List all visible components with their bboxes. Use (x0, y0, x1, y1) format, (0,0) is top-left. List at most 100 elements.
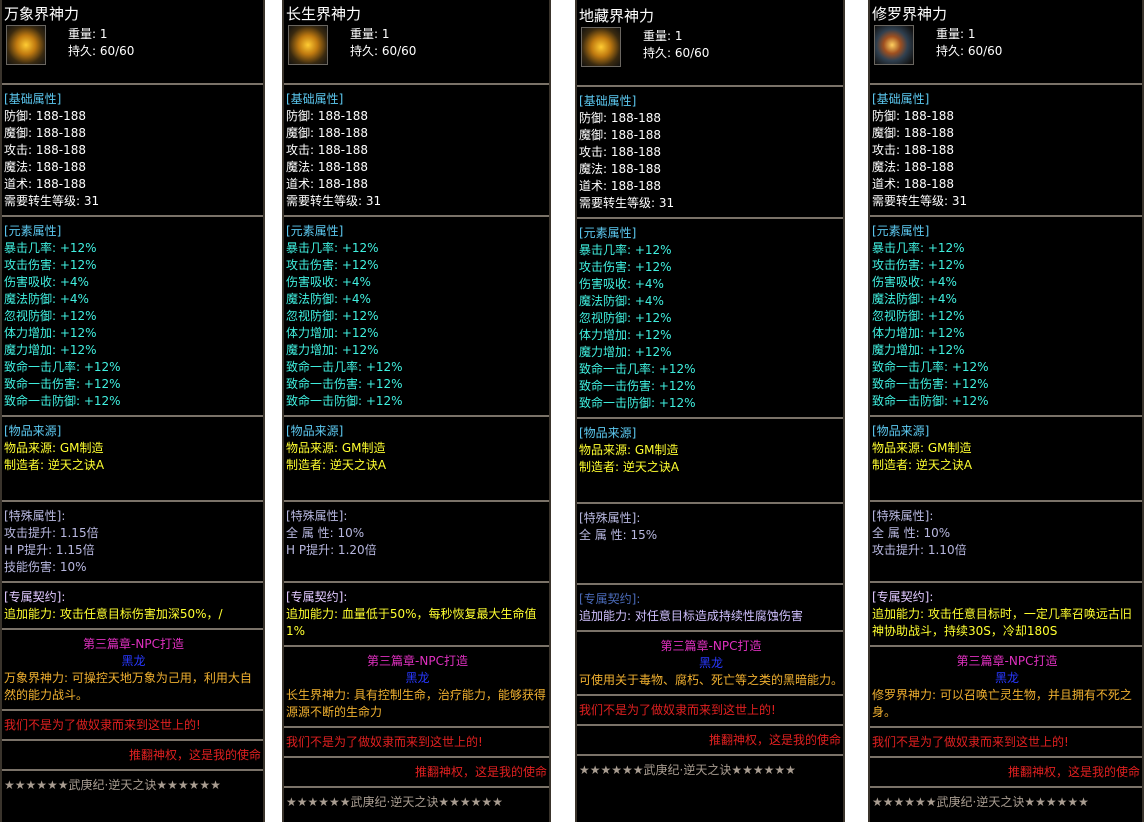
item-meta: 重量: 1 持久: 60/60 (936, 23, 1002, 83)
element-attributes-line: 暴击几率: +12% (579, 243, 672, 257)
golden-figure-icon[interactable] (581, 27, 621, 67)
contract-text: 追加能力: 攻击任意目标时，一定几率召唤远古旧神协助战斗，持续30S，冷却180… (872, 607, 1132, 638)
element-attributes-line: 致命一击伤害: +12% (579, 379, 696, 393)
motto-line-2: 推翻神权，这是我的使命 (1007, 765, 1140, 779)
item-source-line: 物品来源: GM制造 (286, 441, 386, 455)
durability-value: 60/60 (381, 44, 417, 58)
special-attributes-line: 技能伤害: 10% (4, 560, 87, 574)
basic-attributes-line: 需要转生等级: 31 (579, 196, 675, 210)
footer-section: ★★★★★★武庚纪·逆天之诀★★★★★★ (870, 786, 1142, 816)
motto-section-2: 推翻神权，这是我的使命 (577, 724, 843, 754)
basic-attributes-line: 攻击: 188-188 (579, 145, 661, 159)
weight-row: 重量: 1 (936, 26, 1002, 43)
exclusive-contract: [专属契约]: 追加能力: 对任意目标造成持续性腐蚀伤害 (577, 583, 843, 630)
special-attributes-header: [特殊属性]: (872, 509, 934, 523)
basic-attributes-line: 魔法: 188-188 (4, 160, 86, 174)
exclusive-contract: [专属契约]: 追加能力: 血量低于50%，每秒恢复最大生命值1% (284, 581, 549, 645)
motto-section-2: 推翻神权，这是我的使命 (870, 756, 1142, 786)
motto-line: 我们不是为了做奴隶而来到这世上的! (579, 703, 776, 717)
element-attributes: [元素属性] 暴击几率: +12% 攻击伤害: +12% 伤害吸收: +4% 魔法防御:… (870, 215, 1142, 415)
basic-attributes-line: 道术: 188-188 (286, 177, 368, 191)
element-attributes-line: 暴击几率: +12% (872, 241, 965, 255)
weight-label: 重量: (643, 29, 675, 43)
weight-label: 重量: (68, 27, 100, 41)
item-source-header: [物品来源] (872, 424, 930, 438)
footer-stars: ★★★★★★武庚纪·逆天之诀★★★★★★ (4, 778, 221, 792)
special-attributes-line: 全 属 性: 15% (579, 528, 658, 542)
contract-header: [专属契约]: (872, 590, 934, 604)
item-source-line: 物品来源: GM制造 (872, 441, 972, 455)
motto-line-2: 推翻神权，这是我的使命 (128, 748, 261, 762)
item-title: 万象界神力 (4, 5, 80, 23)
contract-text: 追加能力: 攻击任意目标伤害加深50%，/ (4, 607, 223, 621)
special-attributes-line: H P提升: 1.20倍 (286, 543, 377, 557)
motto-line: 我们不是为了做奴隶而来到这世上的! (286, 735, 483, 749)
item-tooltip-panel: 长生界神力 重量: 1 持久: 60/60 [基础属性] 防御: 188-188 魔御: … (282, 0, 551, 822)
element-attributes-line: 魔法防御: +4% (286, 292, 371, 306)
basic-attributes: [基础属性] 防御: 188-188 魔御: 188-188 攻击: 188-188 魔… (284, 83, 549, 215)
basic-attributes: [基础属性] 防御: 188-188 魔御: 188-188 攻击: 188-188 魔… (2, 83, 263, 215)
basic-attributes-header: [基础属性] (579, 94, 637, 108)
element-attributes-line: 体力增加: +12% (579, 328, 672, 342)
element-attributes-line: 魔法防御: +4% (872, 292, 957, 306)
motto-section: 我们不是为了做奴隶而来到这世上的! (2, 709, 263, 739)
item-source-header: [物品来源] (286, 424, 344, 438)
asura-figure-icon[interactable] (874, 25, 914, 65)
basic-attributes-line: 防御: 188-188 (579, 111, 661, 125)
chapter-label: 第三篇章-NPC打造 (660, 639, 762, 653)
item-lore: 第三篇章-NPC打造 黑龙 万象界神力: 可操控天地万象为己用，利用大自然的能力战斗… (2, 628, 263, 709)
element-attributes: [元素属性] 暴击几率: +12% 攻击伤害: +12% 伤害吸收: +4% 魔法防御:… (284, 215, 549, 415)
item-tooltip-panel: 修罗界神力 重量: 1 持久: 60/60 [基础属性] 防御: 188-188 魔御: … (868, 0, 1144, 822)
element-attributes-line: 攻击伤害: +12% (579, 260, 672, 274)
basic-attributes-line: 防御: 188-188 (286, 109, 368, 123)
motto-section: 我们不是为了做奴隶而来到这世上的! (284, 726, 549, 756)
weight-label: 重量: (936, 27, 968, 41)
element-attributes: [元素属性] 暴击几率: +12% 攻击伤害: +12% 伤害吸收: +4% 魔法防御:… (577, 217, 843, 417)
element-attributes-line: 暴击几率: +12% (286, 241, 379, 255)
item-source-line: 物品来源: GM制造 (579, 443, 679, 457)
basic-attributes-line: 防御: 188-188 (872, 109, 954, 123)
special-attributes-header: [特殊属性]: (4, 509, 66, 523)
motto-section: 我们不是为了做奴隶而来到这世上的! (577, 694, 843, 724)
golden-warrior-icon[interactable] (288, 25, 328, 65)
footer-section: ★★★★★★武庚纪·逆天之诀★★★★★★ (284, 786, 549, 816)
basic-attributes-line: 魔法: 188-188 (872, 160, 954, 174)
special-attributes-header: [特殊属性]: (286, 509, 348, 523)
element-attributes-line: 魔力增加: +12% (4, 343, 97, 357)
basic-attributes-line: 需要转生等级: 31 (4, 194, 100, 208)
basic-attributes-header: [基础属性] (872, 92, 930, 106)
contract-header: [专属契约]: (286, 590, 348, 604)
element-attributes-line: 致命一击几率: +12% (286, 360, 403, 374)
special-attributes-line: H P提升: 1.15倍 (4, 543, 95, 557)
durability-label: 持久: (68, 44, 100, 58)
element-attributes-line: 忽视防御: +12% (579, 311, 672, 325)
element-attributes-line: 魔法防御: +4% (579, 294, 664, 308)
basic-attributes-line: 攻击: 188-188 (286, 143, 368, 157)
footer-section: ★★★★★★武庚纪·逆天之诀★★★★★★ (577, 754, 843, 784)
footer-stars: ★★★★★★武庚纪·逆天之诀★★★★★★ (872, 795, 1089, 809)
weight-value: 1 (967, 27, 976, 41)
weight-label: 重量: (350, 27, 382, 41)
lore-text: 修罗界神力: 可以召唤亡灵生物，并且拥有不死之身。 (872, 688, 1132, 719)
item-meta: 重量: 1 持久: 60/60 (68, 23, 134, 83)
element-attributes-line: 攻击伤害: +12% (872, 258, 965, 272)
element-attributes-line: 致命一击几率: +12% (872, 360, 989, 374)
golden-armor-icon[interactable] (6, 25, 46, 65)
special-attributes-line: 全 属 性: 10% (286, 526, 365, 540)
element-attributes-line: 魔力增加: +12% (872, 343, 965, 357)
footer-section: ★★★★★★武庚纪·逆天之诀★★★★★★ (2, 769, 263, 799)
element-attributes-line: 伤害吸收: +4% (286, 275, 371, 289)
motto-section-2: 推翻神权，这是我的使命 (2, 739, 263, 769)
element-attributes-line: 伤害吸收: +4% (872, 275, 957, 289)
item-lore: 第三篇章-NPC打造 黑龙可使用关于毒物、腐朽、死亡等之类的黑暗能力。 (577, 630, 843, 694)
element-attributes-header: [元素属性] (286, 224, 344, 238)
basic-attributes-line: 魔法: 188-188 (286, 160, 368, 174)
special-attributes: [特殊属性]: 全 属 性: 15% (577, 502, 843, 583)
item-title: 修罗界神力 (872, 5, 948, 23)
element-attributes-line: 伤害吸收: +4% (4, 275, 89, 289)
maker-tag: 黑龙 (698, 656, 723, 670)
basic-attributes-line: 防御: 188-188 (4, 109, 86, 123)
lore-text: 可使用关于毒物、腐朽、死亡等之类的黑暗能力。 (579, 673, 844, 687)
durability-row: 持久: 60/60 (350, 43, 416, 60)
special-attributes-line: 攻击提升: 1.10倍 (872, 543, 967, 557)
